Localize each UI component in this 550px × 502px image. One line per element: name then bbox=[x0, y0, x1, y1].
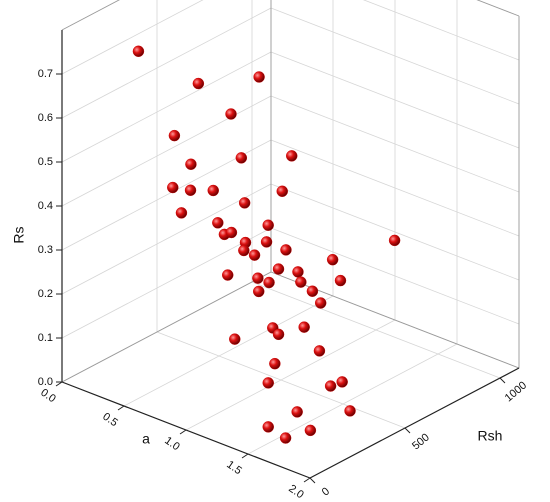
x-axis-title: a bbox=[142, 431, 150, 447]
y-tick bbox=[404, 427, 411, 434]
z-tick-label: 0.2 bbox=[38, 288, 53, 300]
point bbox=[326, 253, 339, 266]
point bbox=[262, 421, 274, 433]
point bbox=[132, 45, 145, 57]
x-tick-label: 1.0 bbox=[162, 435, 181, 454]
point bbox=[207, 184, 219, 197]
box-edge bbox=[61, 0, 120, 31]
point bbox=[334, 274, 347, 287]
grid-line bbox=[270, 139, 520, 237]
point bbox=[225, 226, 238, 239]
z-tick-label: 0.5 bbox=[38, 156, 53, 168]
point bbox=[175, 207, 188, 219]
z-tick-label: 0.3 bbox=[38, 244, 53, 256]
point bbox=[344, 405, 356, 417]
point bbox=[262, 219, 274, 231]
point bbox=[272, 328, 285, 341]
grid-line bbox=[61, 7, 272, 119]
point bbox=[306, 285, 319, 297]
x-tick-label: 1.5 bbox=[224, 459, 243, 478]
z-tick-label: 0.0 bbox=[38, 376, 53, 388]
point bbox=[252, 272, 264, 284]
grid-line bbox=[123, 295, 334, 407]
x-tick-label: 0.0 bbox=[38, 387, 57, 406]
point bbox=[314, 297, 327, 309]
grid-line bbox=[270, 227, 520, 325]
z-tick-label: 0.6 bbox=[38, 112, 53, 124]
grid-line bbox=[251, 281, 501, 379]
grid-line bbox=[270, 95, 520, 193]
point bbox=[269, 357, 281, 370]
point bbox=[291, 406, 303, 418]
x-tick bbox=[117, 405, 125, 411]
z-tick-label: 0.4 bbox=[38, 200, 53, 212]
point bbox=[292, 266, 304, 278]
point bbox=[185, 158, 197, 170]
point bbox=[167, 181, 179, 194]
grid-line bbox=[61, 0, 204, 75]
grid-line bbox=[270, 7, 520, 105]
point bbox=[313, 345, 326, 357]
grid-line bbox=[61, 51, 272, 163]
point bbox=[295, 276, 307, 288]
point bbox=[212, 217, 224, 229]
x-tick-label: 2.0 bbox=[286, 483, 305, 502]
y-tick bbox=[499, 377, 506, 384]
point bbox=[263, 276, 275, 289]
x-tick bbox=[241, 453, 249, 459]
grid-line bbox=[156, 331, 406, 429]
point bbox=[279, 432, 292, 444]
point bbox=[235, 152, 248, 164]
point bbox=[388, 234, 401, 247]
grid-line bbox=[362, 0, 520, 61]
y-tick bbox=[309, 477, 316, 484]
point bbox=[229, 333, 241, 345]
point bbox=[280, 244, 292, 256]
y-tick-label: 0 bbox=[320, 485, 332, 498]
z-axis-title: Rs bbox=[11, 226, 27, 243]
point bbox=[184, 184, 197, 196]
y-axis bbox=[309, 367, 520, 479]
point bbox=[298, 321, 310, 333]
point bbox=[286, 150, 298, 162]
grid-line bbox=[61, 183, 272, 295]
point bbox=[260, 236, 273, 248]
point bbox=[272, 263, 285, 275]
grid-line bbox=[185, 319, 396, 431]
z-tick-label: 0.1 bbox=[38, 332, 53, 344]
x-tick bbox=[303, 477, 311, 483]
grid-line bbox=[61, 95, 272, 207]
point bbox=[238, 244, 250, 257]
point bbox=[192, 77, 205, 90]
x-tick bbox=[179, 429, 187, 435]
x-tick bbox=[55, 381, 63, 387]
y-axis-title: Rsh bbox=[478, 428, 503, 444]
point bbox=[276, 185, 288, 197]
point bbox=[262, 377, 274, 389]
point bbox=[253, 285, 265, 298]
grid-line bbox=[270, 183, 520, 281]
point bbox=[222, 269, 234, 281]
grid-line bbox=[270, 51, 520, 149]
x-tick-label: 0.5 bbox=[100, 411, 119, 430]
point bbox=[238, 197, 251, 209]
z-tick-label: 0.7 bbox=[38, 68, 53, 80]
y-tick-label: 500 bbox=[410, 431, 432, 452]
y-tick-label: 1000 bbox=[503, 379, 529, 404]
point bbox=[304, 424, 317, 437]
grid-line bbox=[61, 227, 272, 339]
point bbox=[324, 380, 337, 392]
point bbox=[168, 129, 181, 142]
point bbox=[336, 376, 348, 388]
box-edge bbox=[61, 271, 272, 383]
point bbox=[225, 108, 237, 120]
point bbox=[248, 249, 261, 261]
point bbox=[253, 71, 265, 83]
